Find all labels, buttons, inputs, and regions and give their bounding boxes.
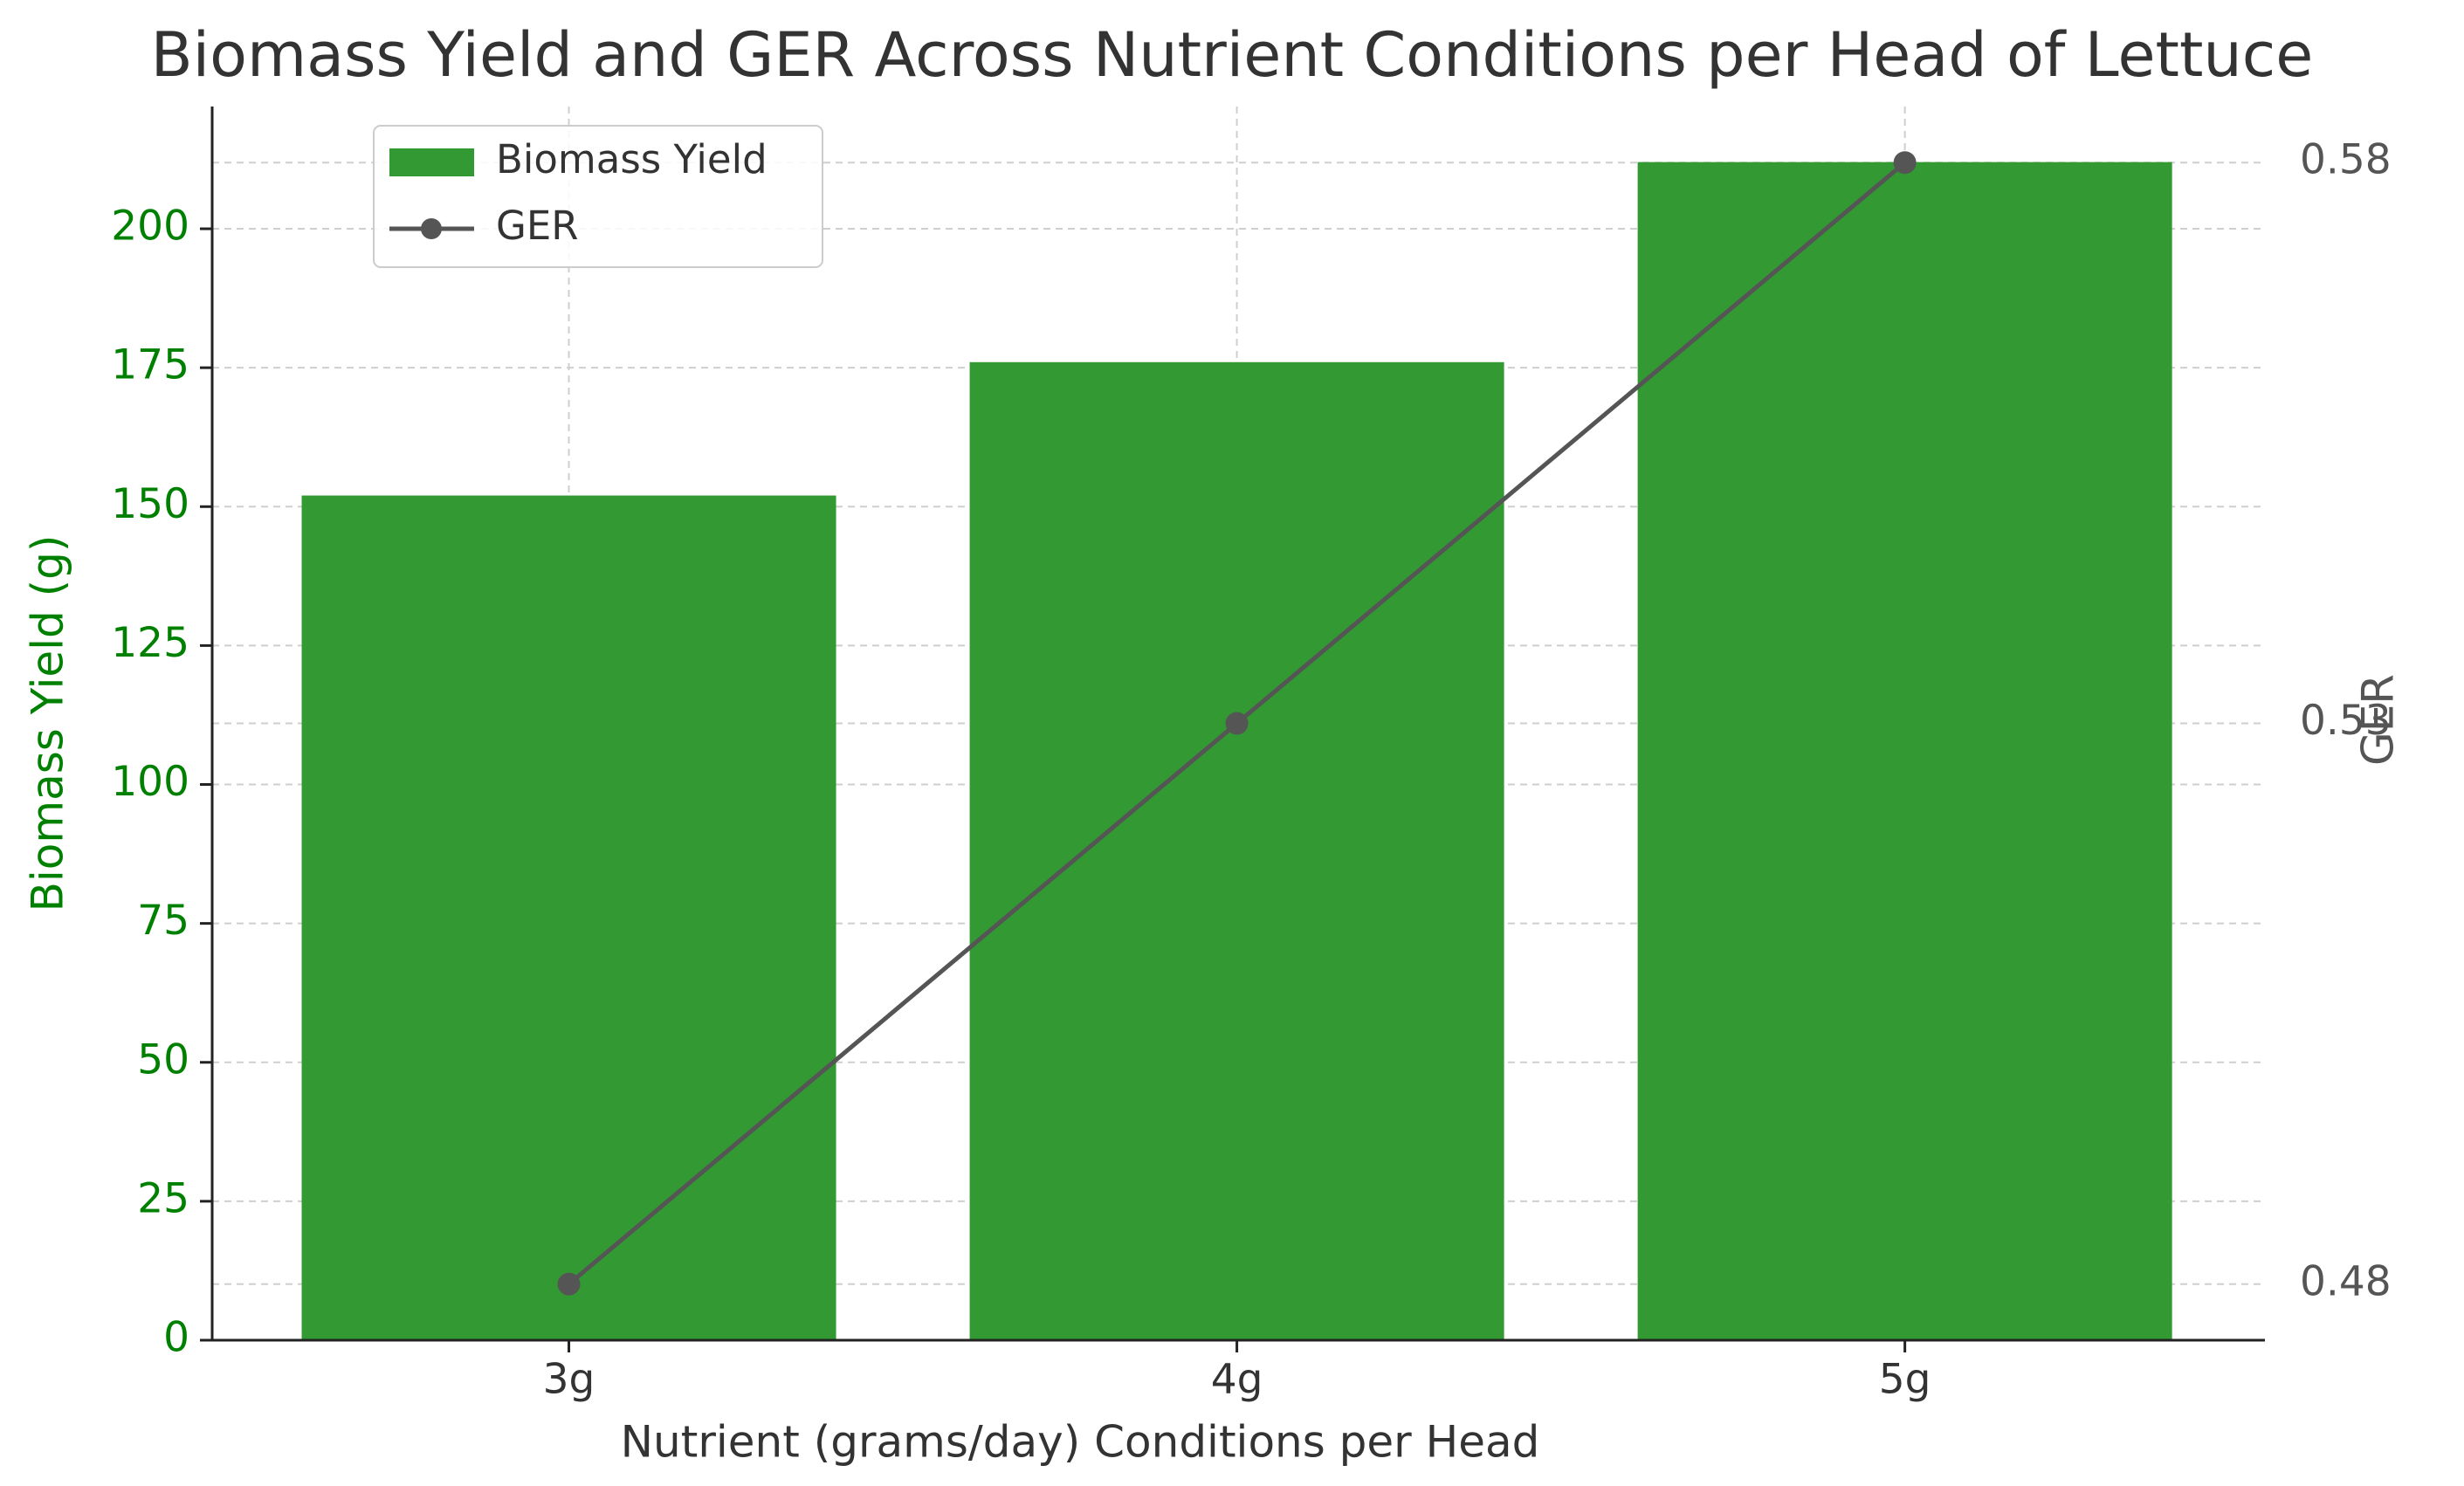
legend-label: GER <box>496 203 579 249</box>
y2-tick-label: 0.58 <box>2300 136 2392 184</box>
legend: Biomass Yield GER <box>373 125 823 268</box>
y-tick-label: 75 <box>137 897 189 945</box>
y-tick-label: 150 <box>111 480 189 528</box>
point <box>1893 151 1917 175</box>
bar <box>969 361 1504 1340</box>
y2-tick-label: 0.53 <box>2300 697 2392 745</box>
x-axis-label: Nutrient (grams/day) Conditions per Head <box>621 1417 1540 1468</box>
legend-swatch <box>421 218 442 239</box>
y2-axis-label: GER <box>2353 674 2404 766</box>
y-tick-label: 125 <box>111 619 189 667</box>
x-tick-label: 4g <box>1211 1356 1263 1404</box>
y-axis-label: Biomass Yield (g) <box>23 535 73 912</box>
point <box>1225 712 1249 735</box>
x-tick-label: 3g <box>543 1356 595 1404</box>
y-tick-label: 25 <box>137 1174 189 1222</box>
x-tick-label: 5g <box>1879 1356 1931 1404</box>
legend-label: Biomass Yield <box>496 136 767 182</box>
y-tick-label: 0 <box>163 1314 189 1362</box>
chart-title: Biomass Yield and GER Across Nutrient Co… <box>151 19 2314 91</box>
y2-tick-label: 0.48 <box>2300 1257 2392 1305</box>
legend-box <box>373 125 823 268</box>
y-tick-label: 50 <box>137 1035 189 1084</box>
y-tick-label: 175 <box>111 341 189 389</box>
legend-swatch <box>389 148 474 176</box>
point <box>557 1272 581 1296</box>
marks <box>301 151 2172 1340</box>
y-tick-label: 100 <box>111 758 189 806</box>
bar <box>301 495 836 1340</box>
y-tick-label: 200 <box>111 203 189 251</box>
bar <box>1637 162 2172 1340</box>
